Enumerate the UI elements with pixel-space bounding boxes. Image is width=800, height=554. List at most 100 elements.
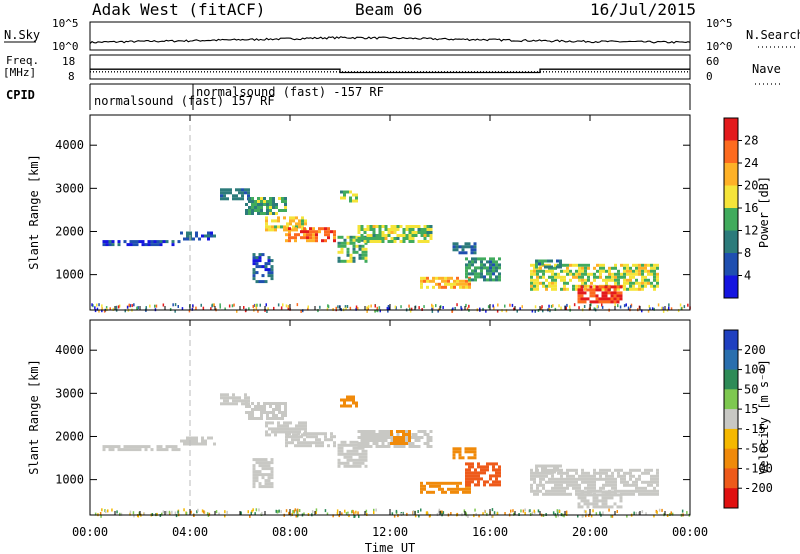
heatmap-cell bbox=[372, 225, 376, 228]
heatmap-cell bbox=[452, 447, 456, 451]
freq-panel: Freq. [MHz] 18 8 60 0 Nave bbox=[3, 54, 781, 85]
heatmap-cell bbox=[598, 300, 602, 304]
heatmap-cell bbox=[617, 471, 620, 475]
heatmap-cell bbox=[444, 276, 447, 280]
heatmap-cell bbox=[284, 408, 287, 411]
heatmap-cell bbox=[653, 272, 656, 276]
y-tick-label: 2000 bbox=[55, 429, 84, 443]
heatmap-cell bbox=[340, 235, 344, 239]
noise-cell bbox=[338, 514, 340, 518]
heatmap-cell bbox=[223, 402, 226, 406]
heatmap-cell bbox=[272, 203, 275, 206]
heatmap-cell bbox=[312, 233, 315, 237]
heatmap-cell bbox=[554, 281, 557, 285]
heatmap-cell bbox=[315, 432, 318, 436]
heatmap-cell bbox=[595, 300, 599, 304]
heatmap-cell bbox=[635, 266, 638, 270]
heatmap-cell bbox=[554, 272, 557, 276]
noise-cell bbox=[288, 512, 290, 516]
heatmap-cell bbox=[186, 439, 189, 443]
heatmap-cell bbox=[269, 200, 272, 203]
heatmap-cell bbox=[349, 199, 352, 203]
heatmap-cell bbox=[270, 271, 274, 275]
heatmap-cell bbox=[474, 260, 477, 264]
heatmap-cell bbox=[360, 237, 364, 240]
heatmap-cell bbox=[201, 442, 204, 446]
noise-cell bbox=[296, 508, 299, 512]
heatmap-cell bbox=[257, 417, 260, 420]
heatmap-cell bbox=[483, 257, 486, 261]
heatmap-cell bbox=[575, 477, 578, 481]
heatmap-cell bbox=[355, 199, 358, 203]
heatmap-cell bbox=[284, 402, 287, 405]
heatmap-cell bbox=[542, 275, 545, 279]
heatmap-cell bbox=[617, 272, 620, 276]
heatmap-cell bbox=[283, 228, 286, 232]
heatmap-cell bbox=[340, 259, 344, 263]
heatmap-cell bbox=[566, 263, 569, 267]
heatmap-cell bbox=[545, 284, 548, 288]
noise-cell bbox=[478, 514, 480, 518]
heatmap-cell bbox=[297, 432, 300, 436]
heatmap-cell bbox=[252, 470, 256, 474]
heatmap-cell bbox=[327, 438, 330, 442]
noise-cell bbox=[293, 509, 296, 513]
heatmap-cell bbox=[452, 453, 456, 457]
heatmap-cell bbox=[623, 263, 626, 267]
heatmap-cell bbox=[592, 300, 596, 304]
heatmap-cell bbox=[601, 300, 605, 304]
heatmap-cell bbox=[268, 228, 271, 232]
heatmap-cell bbox=[266, 206, 269, 209]
heatmap-cell bbox=[226, 191, 229, 195]
heatmap-cell bbox=[458, 456, 462, 460]
heatmap-cell bbox=[632, 287, 635, 291]
heatmap-cell bbox=[536, 489, 539, 493]
heatmap-cell bbox=[578, 275, 581, 279]
noise-cell bbox=[590, 303, 592, 307]
noise-cell bbox=[450, 512, 452, 515]
noise-cell bbox=[577, 514, 579, 518]
heatmap-cell bbox=[363, 445, 367, 448]
heatmap-cell bbox=[477, 465, 480, 469]
heatmap-cell bbox=[563, 492, 566, 496]
heatmap-cell bbox=[144, 243, 148, 247]
heatmap-cell bbox=[301, 222, 304, 226]
heatmap-cell bbox=[220, 396, 223, 400]
heatmap-cell bbox=[619, 291, 623, 295]
heatmap-cell bbox=[632, 492, 635, 496]
heatmap-cell bbox=[285, 441, 288, 445]
heatmap-cell bbox=[393, 436, 396, 439]
heatmap-cell bbox=[300, 230, 303, 234]
heatmap-cell bbox=[530, 263, 533, 267]
heatmap-cell bbox=[318, 444, 321, 448]
heatmap-cell bbox=[292, 430, 295, 434]
heatmap-cell bbox=[346, 241, 350, 245]
heatmap-cell bbox=[495, 266, 498, 270]
noise-cell bbox=[414, 305, 417, 309]
heatmap-cell bbox=[605, 278, 608, 282]
heatmap-cell bbox=[492, 462, 495, 466]
heatmap-cell bbox=[447, 481, 450, 485]
heatmap-cell bbox=[257, 402, 260, 405]
heatmap-cell bbox=[393, 445, 397, 448]
heatmap-cell bbox=[411, 240, 415, 243]
heatmap-cell bbox=[607, 493, 611, 497]
heatmap-cell bbox=[315, 444, 318, 448]
heatmap-cell bbox=[312, 230, 315, 234]
heatmap-cell bbox=[346, 398, 349, 402]
heatmap-cell bbox=[498, 266, 501, 270]
heatmap-cell bbox=[584, 278, 587, 282]
heatmap-cell bbox=[429, 237, 433, 240]
heatmap-cell bbox=[580, 285, 584, 289]
heatmap-cell bbox=[304, 222, 307, 226]
heatmap-cell bbox=[470, 456, 474, 460]
heatmap-cell bbox=[411, 231, 415, 234]
heatmap-cell bbox=[541, 470, 544, 474]
heatmap-cell bbox=[244, 191, 247, 195]
noise-cell bbox=[181, 307, 184, 311]
heatmap-cell bbox=[653, 269, 656, 273]
heatmap-cell bbox=[536, 492, 539, 496]
heatmap-cell bbox=[102, 448, 106, 452]
heatmap-cell bbox=[291, 435, 294, 439]
